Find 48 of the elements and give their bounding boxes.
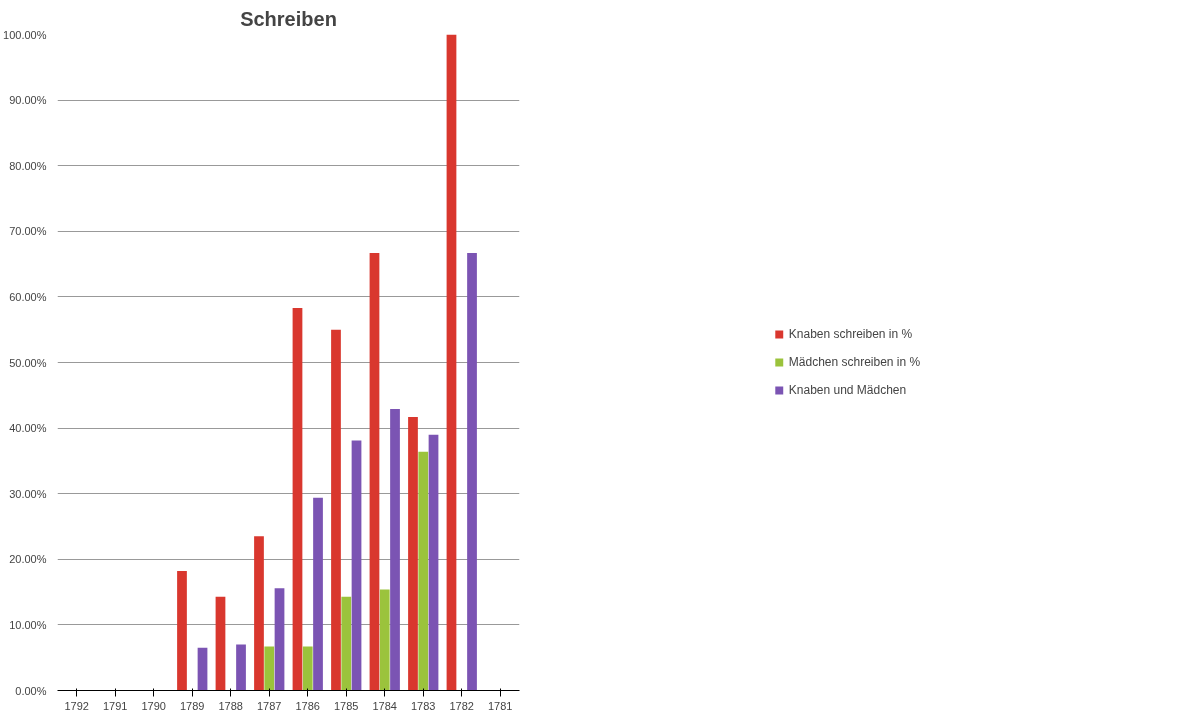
- x-tick-label: 1781: [488, 699, 513, 712]
- bar: [390, 409, 400, 691]
- x-tick-label: 1791: [103, 699, 128, 712]
- y-tick-label: 30.00%: [9, 487, 47, 500]
- bar: [467, 252, 477, 691]
- bar: [408, 416, 418, 691]
- y-tick-label: 0.00%: [15, 684, 47, 697]
- chart-title: Schreiben: [240, 7, 337, 30]
- x-tick-label: 1790: [141, 699, 166, 712]
- bar: [379, 589, 390, 691]
- bar: [369, 252, 380, 691]
- y-tick-label: 10.00%: [9, 618, 47, 631]
- bar: [418, 451, 429, 691]
- bar: [302, 646, 313, 691]
- bar: [446, 34, 457, 691]
- bar: [428, 434, 439, 691]
- bar: [197, 647, 208, 691]
- bar: [341, 596, 352, 691]
- y-tick-label: 50.00%: [9, 356, 47, 369]
- x-tick-label: 1787: [257, 699, 282, 712]
- bar: [274, 588, 285, 691]
- bar: [254, 536, 264, 691]
- x-tick-label: 1789: [180, 699, 205, 712]
- bar: [313, 497, 323, 691]
- bar: [236, 644, 246, 691]
- bar: [264, 646, 275, 691]
- y-tick-label: 90.00%: [9, 94, 47, 107]
- y-tick-label: 40.00%: [9, 422, 47, 435]
- legend-label: Knaben und Mädchen: [788, 383, 907, 397]
- y-tick-label: 80.00%: [9, 159, 47, 172]
- x-tick-label: 1786: [295, 699, 320, 712]
- x-tick-label: 1788: [218, 699, 243, 712]
- x-tick-label: 1785: [334, 699, 359, 712]
- legend-label: Knaben schreiben in %: [788, 327, 913, 341]
- x-tick-label: 1782: [449, 699, 474, 712]
- x-tick-label: 1792: [64, 699, 89, 712]
- y-tick-label: 70.00%: [9, 225, 47, 238]
- bar: [351, 440, 362, 691]
- y-tick-label: 20.00%: [9, 553, 47, 566]
- bar: [215, 596, 226, 691]
- y-tick-label: 60.00%: [9, 290, 47, 303]
- x-tick-label: 1784: [372, 699, 397, 712]
- bar: [177, 571, 187, 691]
- bar: [292, 308, 303, 691]
- x-tick-label: 1783: [411, 699, 436, 712]
- legend-label: Mädchen schreiben in %: [788, 355, 921, 369]
- bar: [331, 329, 341, 691]
- y-tick-label: 100.00%: [3, 28, 47, 41]
